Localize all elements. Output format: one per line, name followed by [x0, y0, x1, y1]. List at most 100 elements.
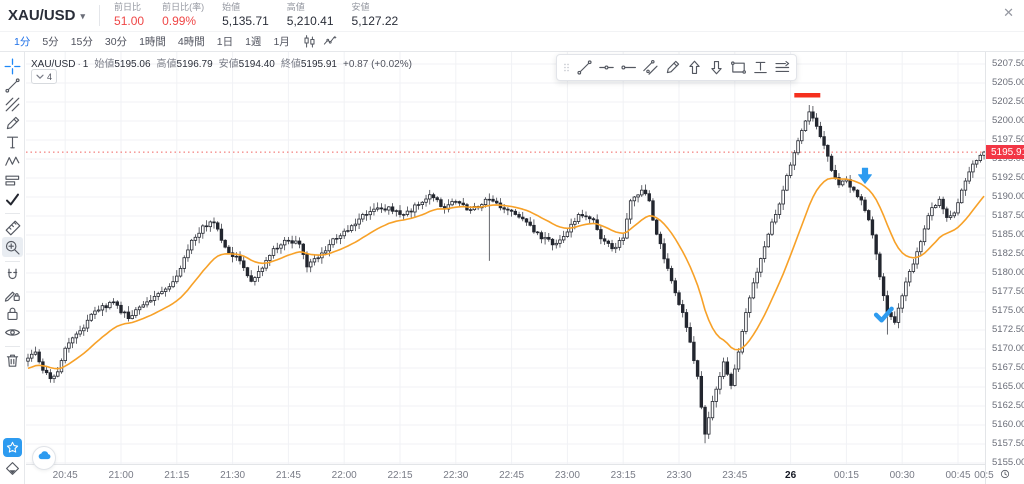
cloud-icon — [37, 448, 52, 468]
tool-lock-all[interactable] — [2, 304, 23, 323]
time-tick-label: 23:45 — [722, 470, 748, 481]
hide-drawings-icon — [4, 329, 20, 336]
time-tick-label: 00:45 — [945, 470, 971, 481]
tool-prediction[interactable] — [2, 171, 23, 190]
timeframe-1時間[interactable]: 1時間 — [139, 36, 166, 48]
price-axis[interactable]: 5155.00 5157.50 5160.00 5162.50 5165.00 5167.… — [985, 52, 1024, 484]
price-tick-label: 5187.50 — [992, 210, 1024, 221]
timeframe-1分[interactable]: 1分 — [14, 36, 31, 48]
price-tick-label: 5167.50 — [992, 362, 1024, 373]
stat-value: 51.00 — [114, 13, 145, 28]
legend-field-value: 5195.91 — [300, 59, 337, 70]
chart-plot-area: XAU/USD · 1 始値5195.06 高値5196.79 安値5194.40 終値51… — [26, 52, 985, 470]
cloud-sync-button[interactable] — [32, 446, 56, 470]
chevron-down-icon: ▾ — [80, 11, 86, 21]
tool-lock-drawing[interactable] — [2, 285, 23, 304]
stat-label: 前日比 — [114, 2, 142, 13]
timeframe-5分[interactable]: 5分 — [42, 36, 59, 48]
trend-line-icon — [577, 60, 592, 75]
cloud-icon — [38, 451, 50, 460]
header-bar: XAU/USD ▾ 前日比 51.00 前日比(率) 0.99% 始値 5,135.71 高… — [0, 0, 1024, 32]
candles-style-button[interactable] — [302, 34, 317, 49]
tool-check-mark[interactable] — [2, 190, 23, 209]
price-tick-label: 5162.50 — [992, 400, 1024, 411]
price-tick-label: 5207.50 — [992, 58, 1024, 69]
stat-value: 5,135.71 — [222, 13, 269, 28]
lock-drawing-icon — [4, 291, 20, 302]
tool-hide-drawings[interactable] — [2, 323, 23, 342]
float-tool-extended-lines[interactable] — [772, 57, 793, 78]
crosshair-icon — [4, 58, 20, 75]
tool-gann-fib[interactable] — [2, 95, 23, 114]
tool-text[interactable] — [2, 133, 23, 152]
stat-label: 安値 — [351, 2, 370, 13]
stat-value: 5,210.41 — [286, 13, 334, 28]
indicators-icon — [323, 35, 337, 45]
close-icon[interactable]: ✕ — [1003, 5, 1014, 20]
tool-zoom-in[interactable] — [1, 237, 23, 257]
moving-average-line[interactable] — [27, 177, 985, 370]
tool-magnet[interactable] — [2, 266, 23, 285]
float-tool-arrow-up[interactable] — [684, 57, 705, 78]
tool-xabcd-pattern[interactable] — [2, 152, 23, 171]
tool-crosshair[interactable] — [2, 57, 23, 76]
legend-collapse-button[interactable]: 4 — [31, 69, 58, 84]
float-tool-rectangle[interactable] — [728, 57, 749, 78]
price-tick-label: 5200.00 — [992, 115, 1024, 126]
brush-icon — [666, 60, 680, 74]
float-tool-arrow-down[interactable] — [706, 57, 727, 78]
float-tool-brush[interactable] — [662, 57, 683, 78]
remove-objects-icon — [6, 354, 18, 367]
price-tick-label: 5155.00 — [992, 457, 1024, 468]
time-tick-label: 00:15 — [833, 470, 859, 481]
price-tick-label: 5180.00 — [992, 267, 1024, 278]
toolbar-drag-handle[interactable] — [560, 57, 573, 78]
tool-favorites-star[interactable] — [2, 438, 22, 457]
time-axis[interactable]: 20:45 21:00 21:15 21:30 21:45 22:00 22:15 22:30… — [26, 464, 994, 484]
time-tick-label: 21:00 — [108, 470, 134, 481]
price-tick-label: 5177.50 — [992, 286, 1024, 297]
indicators-button[interactable] — [323, 34, 338, 49]
legend-field-value: 5196.79 — [176, 59, 213, 70]
float-tool-parallel-channel[interactable] — [640, 57, 661, 78]
tool-remove-objects[interactable] — [2, 351, 23, 370]
time-tick-label: 20:45 — [52, 470, 78, 481]
drawn-arrow-down[interactable] — [858, 167, 872, 184]
stat-value: 5,127.22 — [351, 13, 399, 28]
time-tick-label: 23:00 — [554, 470, 580, 481]
legend-symbol: XAU/USD — [31, 59, 76, 70]
symbol-selector[interactable]: XAU/USD ▾ — [8, 5, 101, 26]
drawn-flat-segment[interactable] — [794, 93, 821, 98]
drawn-check-mark[interactable] — [873, 306, 894, 323]
timeframe-30分[interactable]: 30分 — [104, 36, 128, 48]
stat-label: 高値 — [286, 2, 305, 13]
time-tick-label: 22:45 — [499, 470, 525, 481]
quote-stat-1: 前日比(率) 0.99% — [162, 2, 204, 28]
tool-trend-line[interactable] — [2, 76, 23, 95]
time-tick-label: 22:30 — [443, 470, 469, 481]
timeframe-1日[interactable]: 1日 — [216, 36, 234, 48]
timeframe-15分[interactable]: 15分 — [70, 36, 93, 48]
ruler-icon — [5, 220, 20, 236]
toolbar-divider — [4, 346, 20, 347]
price-tick-label: 5205.00 — [992, 77, 1024, 88]
tool-object-tree[interactable] — [2, 459, 23, 478]
float-tool-trend-line[interactable] — [574, 57, 595, 78]
clock-settings-button[interactable] — [999, 467, 1011, 484]
chevron-down-icon — [36, 74, 44, 79]
favorites-star-icon — [6, 441, 18, 453]
tool-ruler[interactable] — [2, 218, 23, 237]
float-tool-horizontal-ray[interactable] — [618, 57, 639, 78]
float-tool-horizontal-line[interactable] — [596, 57, 617, 78]
chart-canvas[interactable] — [26, 52, 985, 464]
timeframe-4時間[interactable]: 4時間 — [177, 36, 205, 48]
price-tick-label: 5190.00 — [992, 191, 1024, 202]
price-tick-label: 5175.00 — [992, 305, 1024, 316]
time-tick-label: 26 — [785, 470, 797, 481]
timeframe-1週[interactable]: 1週 — [245, 36, 262, 48]
quote-stat-3: 高値 5,210.41 — [287, 2, 334, 28]
float-tool-text-tool[interactable] — [750, 57, 771, 78]
tool-brush[interactable] — [2, 114, 23, 133]
text-tool-icon — [754, 61, 767, 74]
timeframe-1月[interactable]: 1月 — [273, 36, 290, 48]
